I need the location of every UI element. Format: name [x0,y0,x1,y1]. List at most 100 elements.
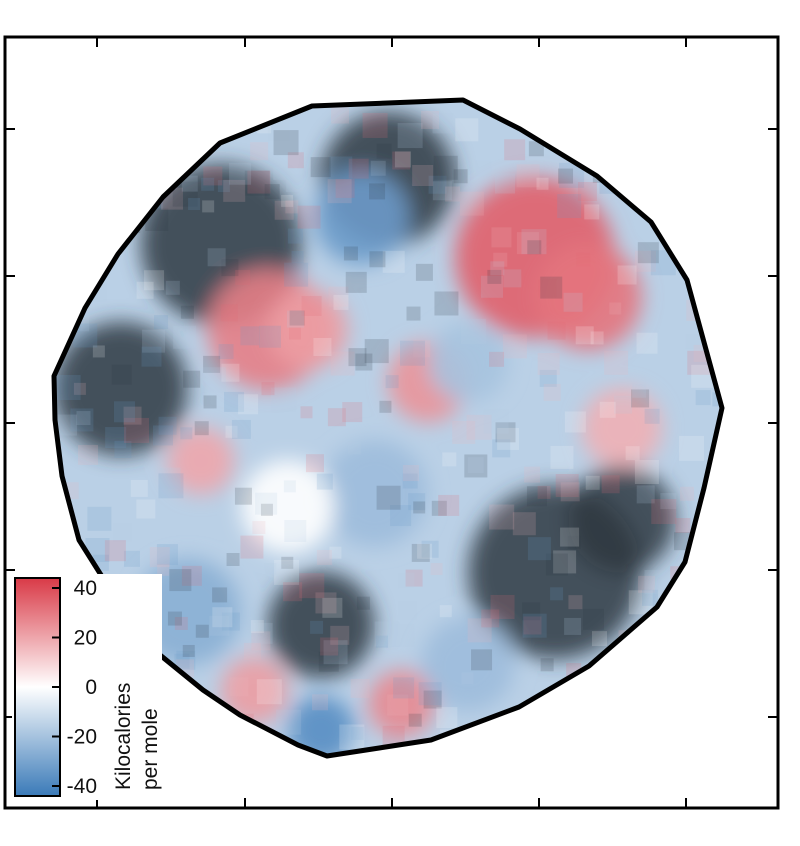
heat-cell [243,642,261,660]
heat-cell [181,175,198,192]
heat-cell [461,672,474,685]
heat-cell [592,158,617,183]
heat-cell [382,250,405,273]
heat-cell [276,709,302,735]
heat-cell [305,454,324,473]
heat-cell [408,713,422,727]
heat-region-19 [367,670,435,737]
heat-cell [651,499,677,525]
heat-cell [76,411,91,426]
heat-cell [629,660,649,680]
heat-cell [223,179,246,202]
heat-cell [158,416,177,435]
heat-region-17 [267,571,375,679]
heat-cell [264,563,277,576]
heat-cell [558,168,574,184]
heat-cell [209,615,230,636]
heat-cell [711,273,722,299]
heat-cell [550,445,574,469]
heat-cell [575,326,594,345]
heat-cell [244,170,270,196]
heat-cell [113,522,133,542]
heat-cell [161,162,174,175]
heat-cell [397,123,423,149]
heat-cell [452,420,476,444]
heat-cell [238,394,259,415]
heat-cell [174,616,188,630]
heat-cell [63,185,85,207]
heat-cell [545,553,568,576]
heat-cell [504,139,526,161]
heat-region-16 [568,466,676,574]
heat-region-13 [321,440,429,548]
heat-cell [543,383,561,401]
heat-cell [140,171,165,196]
heat-cell [316,473,333,490]
heat-cell [385,375,399,389]
heat-cell [552,700,578,726]
heat-cell [218,344,234,360]
heat-cell [493,252,508,267]
heat-cell [120,138,136,154]
heat-cell [297,205,321,229]
heat-cell [428,175,447,194]
heat-cell [579,750,592,756]
heat-cell [231,419,251,439]
heat-cell [394,748,410,756]
heat-cell [522,613,547,638]
heat-cell [105,427,127,449]
heat-cell [421,540,439,558]
heat-cell [167,611,182,626]
heat-cell [174,653,190,669]
heat-cell [87,506,112,531]
heat-cell [406,306,421,321]
heat-cell [471,649,493,671]
heat-cell [432,113,453,134]
heat-cell [221,612,240,631]
heat-cell [608,653,628,673]
colorbar: 40 20 0 -20 -40 Kilocalories per mole [12,574,162,800]
heat-cell [564,617,582,635]
heat-cell [243,100,261,118]
heat-cell [601,475,620,494]
colorbar-tick-label-5: -40 [67,775,97,798]
heat-cell [157,563,170,576]
heat-cell [475,160,492,177]
heat-cell [289,327,302,340]
heat-cell [527,537,551,561]
heat-cell [584,204,600,220]
heat-cell [264,184,280,200]
heat-cell [165,280,180,295]
heat-cell [402,465,419,482]
heat-cell [369,183,386,200]
heat-cell [392,151,411,170]
heat-cell [287,228,303,244]
heat-cell [503,269,522,288]
heat-cell [547,321,566,340]
heat-cell [590,331,604,345]
heat-cell [539,369,557,387]
heat-cell [59,111,81,133]
heat-cell [577,182,597,202]
heat-cell [370,160,386,176]
heat-cell [707,508,720,521]
heat-region-21 [421,617,515,711]
heat-cell [490,594,515,619]
colorbar-tick-label-2: 20 [74,627,97,650]
heat-cell [540,276,563,299]
heat-cell [195,624,209,638]
heat-cell [480,275,503,298]
heat-cell [78,153,93,168]
heat-cell [614,395,633,414]
heat-cell [301,295,322,316]
heat-cell [109,138,132,161]
heat-cell [467,457,484,474]
heat-cell [564,411,586,433]
heat-cell [516,232,539,255]
heat-cell [582,608,604,630]
heat-cell [642,589,659,606]
heat-cell [356,596,370,610]
heat-region-14 [241,459,335,554]
heat-cell [70,408,94,432]
